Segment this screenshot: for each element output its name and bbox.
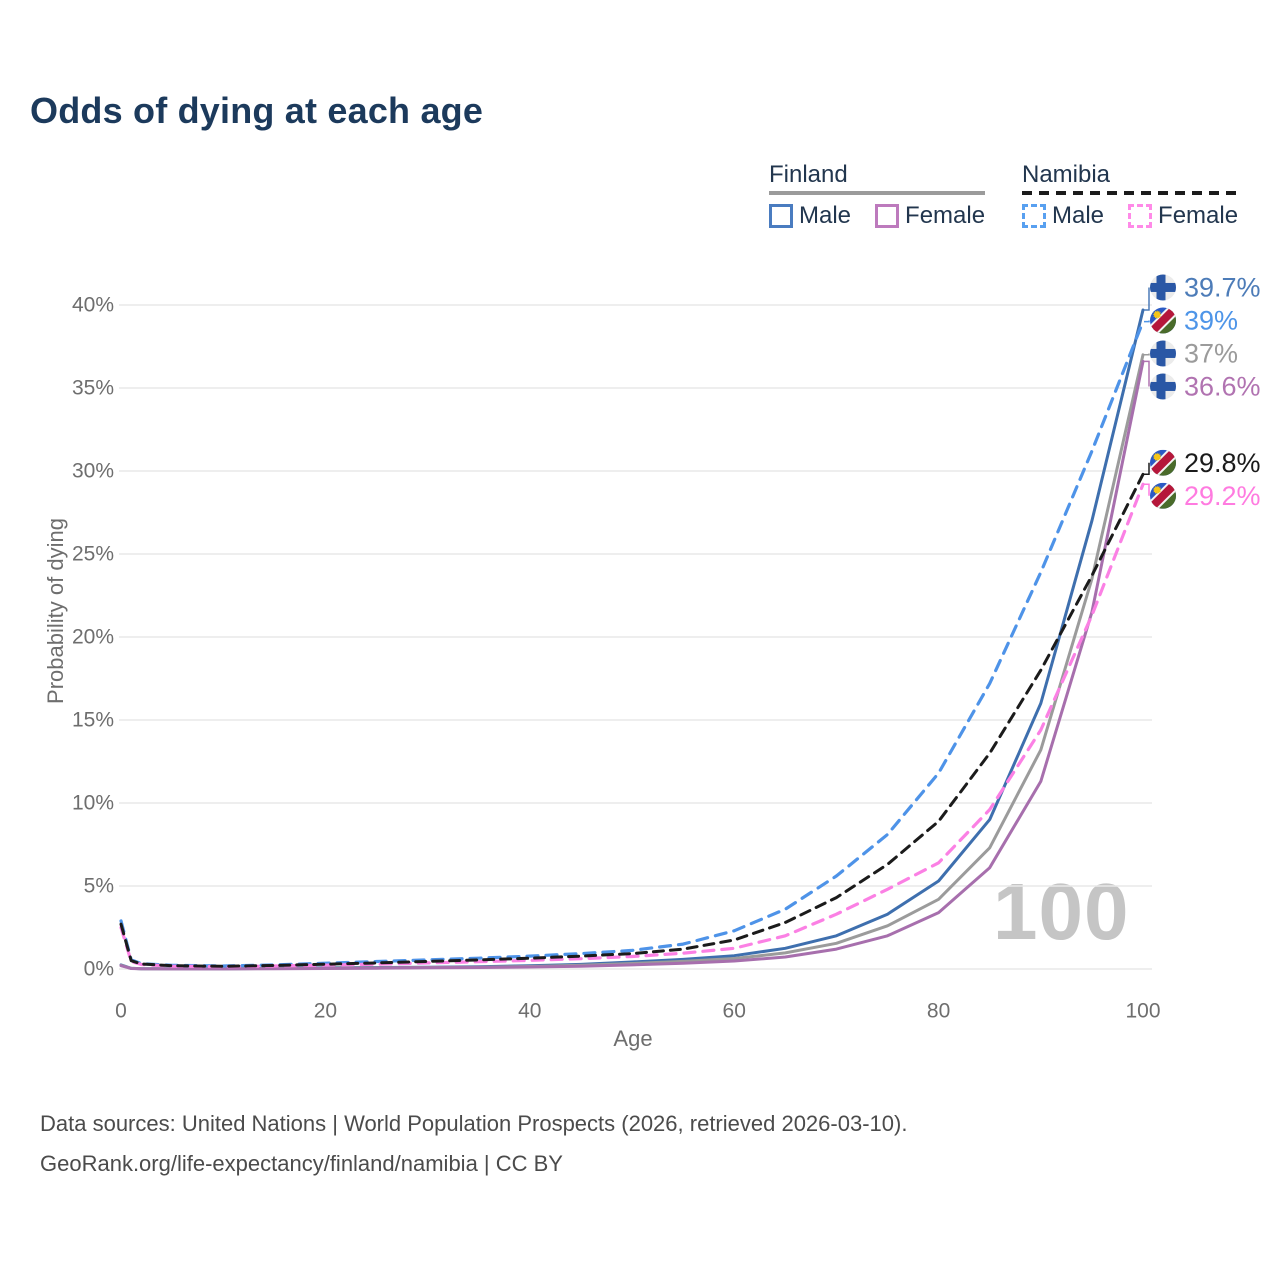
end-label-connector-fi-all [1144, 353, 1150, 356]
series-line-fi-female [119, 359, 1145, 971]
end-label-connector-fi-male [1144, 287, 1150, 311]
data-source: Data sources: United Nations | World Pop… [40, 1104, 907, 1184]
legend-swatch-namibia-male-icon[interactable] [1022, 204, 1046, 228]
legend-label-namibia-female: Female [1158, 202, 1239, 229]
x-axis-title: Age [613, 1026, 653, 1051]
end-label-value-na-all: 29.8% [1184, 448, 1261, 478]
source-line-1: Data sources: United Nations | World Pop… [40, 1111, 908, 1136]
legend-title-finland[interactable]: Finland [769, 161, 848, 188]
legend-item-finland-female[interactable]: Female [875, 204, 985, 228]
y-axis-title: Probability of dying [43, 518, 68, 704]
series-line-na-female [119, 482, 1145, 969]
legend-swatch-finland-male-icon[interactable] [769, 204, 793, 228]
source-line-2: GeoRank.org/life-expectancy/finland/nami… [40, 1151, 563, 1176]
y-tick-label-10: 10% [72, 792, 114, 815]
end-label-connector-na-female [1144, 483, 1150, 496]
x-tick-label-100: 100 [1125, 1000, 1160, 1023]
end-label-connector-na-all [1144, 462, 1150, 476]
y-tick-label-40: 40% [72, 294, 114, 317]
end-label-value-fi-male: 39.7% [1184, 272, 1261, 302]
y-tick-label-0: 0% [84, 958, 114, 981]
legend-item-namibia-female[interactable]: Female [1128, 204, 1238, 228]
finland-flag-icon [1150, 373, 1176, 400]
end-label-value-fi-all: 37% [1184, 338, 1238, 368]
namibia-flag-icon [1150, 482, 1176, 509]
legend-group-finland: Finland Male Female [769, 161, 986, 228]
y-tick-label-25: 25% [72, 543, 114, 566]
y-tick-label-30: 30% [72, 460, 114, 483]
legend-title-namibia[interactable]: Namibia [1022, 161, 1111, 188]
legend-item-namibia-male[interactable]: Male [1022, 204, 1104, 228]
x-tick-label-0: 0 [115, 1000, 127, 1023]
y-tick-label-20: 20% [72, 626, 114, 649]
legend-label-namibia-male: Male [1052, 202, 1105, 229]
end-label-value-na-male: 39% [1184, 305, 1238, 335]
watermark-100: 100 [993, 867, 1130, 956]
series-line-fi-male [119, 308, 1145, 971]
legend-label-finland-female: Female [905, 202, 986, 229]
series-line-na-all [119, 472, 1145, 968]
end-label-value-fi-female: 36.6% [1184, 371, 1261, 401]
x-tick-label-40: 40 [518, 1000, 541, 1023]
legend-underline-finland [769, 191, 986, 195]
finland-flag-icon [1150, 274, 1176, 301]
legend-swatch-namibia-female-icon[interactable] [1128, 204, 1153, 228]
end-label-connector-na-male [1144, 320, 1150, 323]
y-tick-label-15: 15% [72, 709, 114, 732]
end-label-value-na-female: 29.2% [1184, 481, 1261, 511]
x-tick-label-60: 60 [723, 1000, 746, 1023]
finland-flag-icon [1150, 340, 1176, 367]
namibia-flag-icon [1150, 449, 1176, 476]
legend-item-finland-male[interactable]: Male [769, 204, 851, 228]
legend-underline-namibia [1022, 191, 1239, 195]
page-title: Odds of dying at each age [30, 90, 484, 131]
series-line-fi-all [119, 353, 1145, 971]
x-tick-label-20: 20 [314, 1000, 337, 1023]
legend-items-finland: Male Female [769, 204, 985, 228]
end-label-connector-fi-female [1144, 360, 1150, 387]
namibia-flag-icon [1150, 307, 1176, 334]
y-tick-label-5: 5% [84, 875, 114, 898]
legend-group-namibia: Namibia Male Female [1022, 161, 1239, 228]
y-tick-label-35: 35% [72, 377, 114, 400]
legend-label-finland-male: Male [799, 202, 852, 229]
legend-items-namibia: Male Female [1022, 204, 1238, 228]
x-tick-label-80: 80 [927, 1000, 950, 1023]
legend-swatch-finland-female-icon[interactable] [875, 204, 900, 228]
